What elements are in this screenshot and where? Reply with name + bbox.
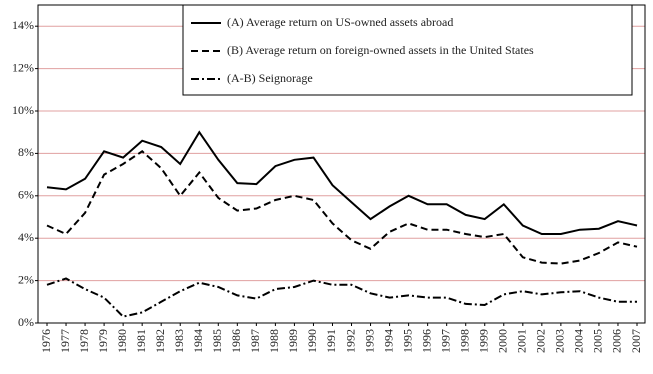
- x-tick-label: 1980: [115, 329, 129, 353]
- x-tick-label: 1992: [343, 329, 357, 353]
- x-tick-label: 2006: [610, 329, 624, 353]
- line-series: [46, 130, 638, 235]
- y-tick-label: 12%: [12, 60, 34, 74]
- x-tick-label: 1998: [457, 329, 471, 353]
- legend-label: (A) Average return on US-owned assets ab…: [227, 15, 453, 29]
- x-tick-label: 1987: [248, 329, 262, 353]
- x-tick-label: 1990: [305, 329, 319, 353]
- x-tick-label: 2003: [553, 329, 567, 353]
- x-tick-label: 1988: [267, 329, 281, 353]
- x-tick-label: 2000: [496, 329, 510, 353]
- x-tick-label: 2002: [534, 329, 548, 353]
- x-tick-label: 1995: [400, 329, 414, 353]
- x-tick-label: 1978: [77, 329, 91, 353]
- x-tick-label: 1991: [324, 329, 338, 353]
- x-tick-label: 1996: [419, 329, 433, 353]
- x-tick-label: 1994: [381, 329, 395, 353]
- y-tick-label: 0%: [18, 315, 34, 329]
- line-series: [46, 150, 638, 265]
- x-tick-label: 1993: [362, 329, 376, 353]
- legend-label: (A-B) Seignorage: [227, 71, 313, 85]
- y-tick-label: 8%: [18, 145, 34, 159]
- x-tick-label: 1985: [210, 329, 224, 353]
- x-tick-label: 1982: [153, 329, 167, 353]
- y-tick-label: 2%: [18, 272, 34, 286]
- x-tick-label: 2005: [591, 329, 605, 353]
- x-tick-label: 2001: [515, 329, 529, 353]
- line-series: [46, 277, 637, 318]
- x-tick-label: 1983: [172, 329, 186, 353]
- x-tick-label: 1984: [191, 329, 205, 353]
- x-tick-label: 1999: [476, 329, 490, 353]
- x-tick-label: 1989: [286, 329, 300, 353]
- x-tick-label: 2007: [629, 329, 643, 353]
- legend-box: [182, 4, 633, 96]
- legend-label: (B) Average return on foreign-owned asse…: [227, 43, 534, 57]
- x-tick-label: 2004: [572, 329, 586, 353]
- x-tick-label: 1986: [229, 329, 243, 353]
- x-tick-label: 1979: [96, 329, 110, 353]
- x-tick-label: 1977: [58, 329, 72, 353]
- y-tick-label: 6%: [18, 188, 34, 202]
- y-tick-label: 14%: [12, 18, 34, 32]
- x-tick-label: 1997: [438, 329, 452, 353]
- x-tick-label: 1981: [134, 329, 148, 353]
- x-tick-label: 1976: [39, 329, 53, 353]
- y-tick-label: 4%: [18, 230, 34, 244]
- y-tick-label: 10%: [12, 103, 34, 117]
